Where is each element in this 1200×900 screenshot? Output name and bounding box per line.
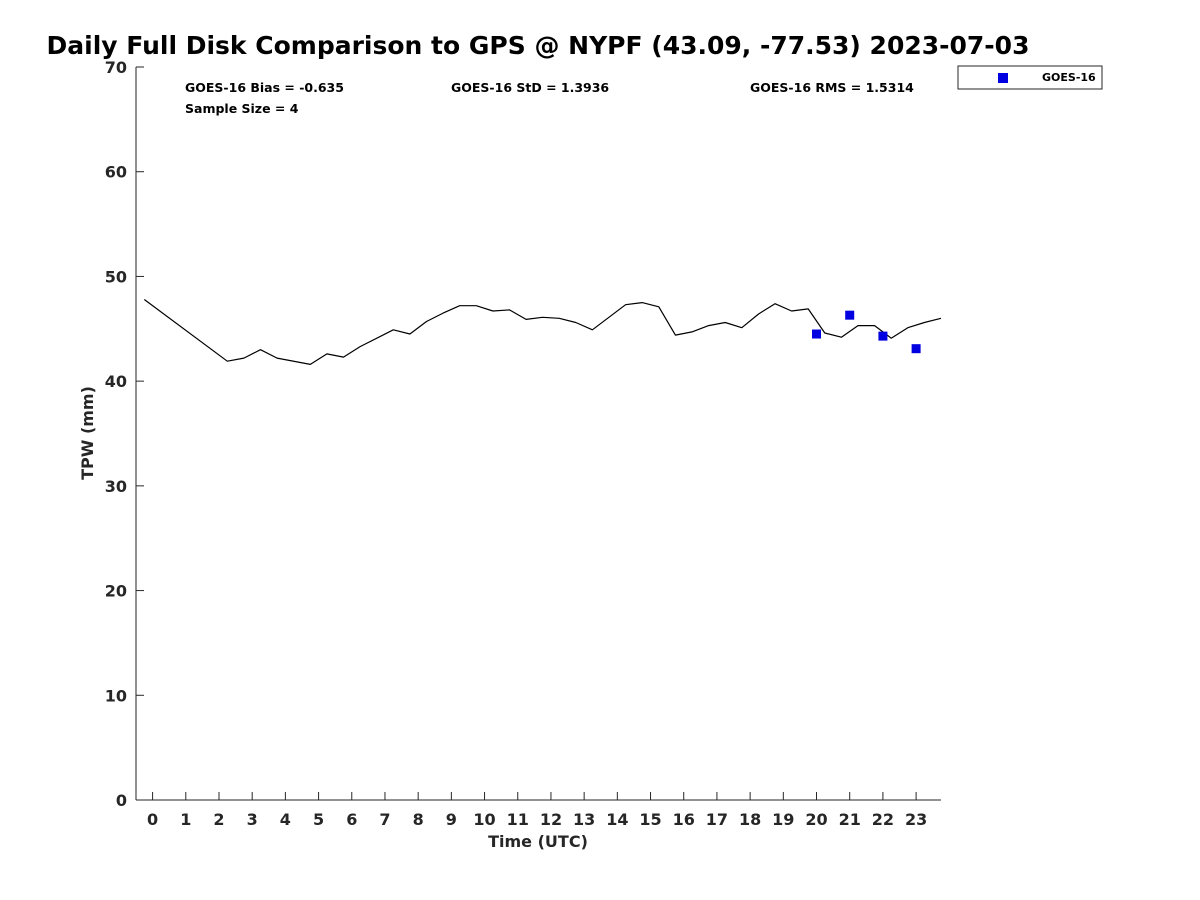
rms-stat: GOES-16 RMS = 1.5314 xyxy=(750,80,914,95)
y-tick-label-40: 40 xyxy=(105,372,127,391)
bias-stat: GOES-16 Bias = -0.635 xyxy=(185,80,344,95)
x-tick-label-4: 4 xyxy=(280,810,291,829)
y-tick-label-50: 50 xyxy=(105,267,127,286)
x-tick-label-9: 9 xyxy=(446,810,457,829)
x-tick-label-16: 16 xyxy=(673,810,695,829)
y-tick-label-60: 60 xyxy=(105,163,127,182)
legend: GOES-16 xyxy=(957,65,1103,90)
x-tick-label-19: 19 xyxy=(772,810,794,829)
gps-tpw-line xyxy=(143,299,942,365)
x-tick-label-1: 1 xyxy=(180,810,191,829)
legend-marker xyxy=(998,73,1008,83)
x-tick-label-15: 15 xyxy=(639,810,661,829)
y-tick-label-70: 70 xyxy=(105,58,127,77)
x-tick-label-17: 17 xyxy=(706,810,728,829)
y-tick-label-20: 20 xyxy=(105,582,127,601)
x-tick-label-7: 7 xyxy=(379,810,390,829)
x-tick-label-14: 14 xyxy=(606,810,628,829)
y-tick-label-30: 30 xyxy=(105,477,127,496)
x-tick-label-18: 18 xyxy=(739,810,761,829)
legend-label: GOES-16 xyxy=(1042,71,1096,84)
chart-title: Daily Full Disk Comparison to GPS @ NYPF… xyxy=(47,31,1030,60)
x-tick-label-8: 8 xyxy=(413,810,424,829)
y-tick-label-10: 10 xyxy=(105,686,127,705)
legend-box xyxy=(957,65,1103,90)
plot-axes xyxy=(135,67,941,801)
x-tick-label-2: 2 xyxy=(213,810,224,829)
x-tick-label-3: 3 xyxy=(247,810,258,829)
x-tick-label-20: 20 xyxy=(805,810,827,829)
std-stat: GOES-16 StD = 1.3936 xyxy=(451,80,609,95)
y-tick-label-0: 0 xyxy=(116,791,127,810)
goes16-point-21 xyxy=(845,310,855,320)
x-tick-label-23: 23 xyxy=(905,810,927,829)
x-tick-label-0: 0 xyxy=(147,810,158,829)
x-tick-label-12: 12 xyxy=(540,810,562,829)
x-tick-label-6: 6 xyxy=(346,810,357,829)
goes16-point-22 xyxy=(878,331,888,341)
x-axis-label: Time (UTC) xyxy=(488,832,588,851)
x-tick-label-11: 11 xyxy=(507,810,529,829)
x-tick-label-10: 10 xyxy=(473,810,495,829)
x-tick-label-13: 13 xyxy=(573,810,595,829)
goes16-point-20 xyxy=(812,329,822,339)
x-tick-label-21: 21 xyxy=(839,810,861,829)
x-tick-label-5: 5 xyxy=(313,810,324,829)
goes16-point-23 xyxy=(911,344,921,354)
data-series xyxy=(143,299,942,365)
y-axis-label: TPW (mm) xyxy=(78,386,97,480)
x-tick-label-22: 22 xyxy=(872,810,894,829)
sample-size-stat: Sample Size = 4 xyxy=(185,101,299,116)
